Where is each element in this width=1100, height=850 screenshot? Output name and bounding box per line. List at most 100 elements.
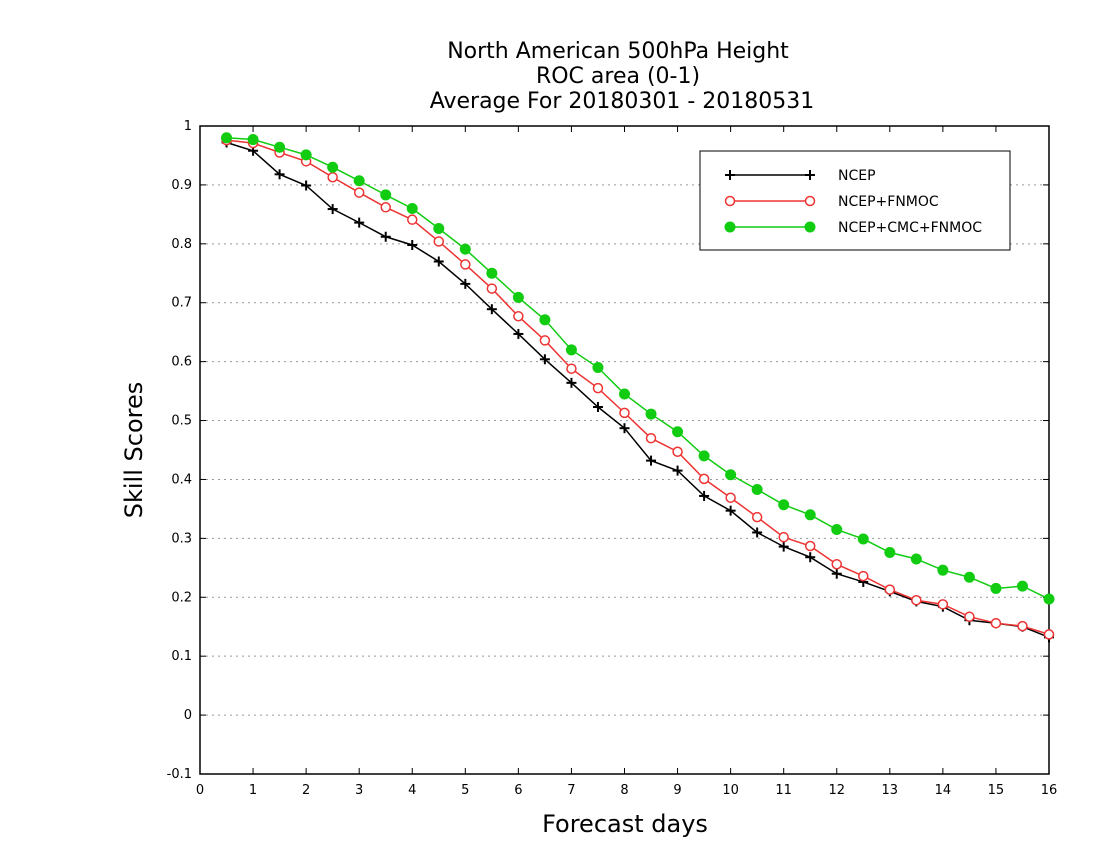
x-tick-label: 11 [775, 783, 792, 798]
x-tick-label: 16 [1041, 783, 1058, 798]
data-point [592, 382, 604, 394]
y-tick-label: 0.5 [171, 414, 192, 429]
y-tick-label: 0.1 [171, 649, 192, 664]
data-point [804, 221, 816, 233]
data-point [539, 335, 551, 346]
data-point [1017, 620, 1028, 632]
axis-ticks: -0.100.10.20.30.40.50.60.70.80.910 1 2 3 4 5 6… [167, 119, 1058, 798]
legend-label: NCEP [838, 168, 876, 184]
data-point [724, 195, 736, 207]
data-point [990, 617, 1002, 629]
y-tick-label: -0.1 [167, 767, 192, 782]
data-point [937, 564, 949, 576]
data-point [884, 584, 896, 595]
data-point [724, 221, 736, 233]
data-point [327, 172, 338, 183]
x-tick-label: 6 [514, 783, 522, 798]
data-point [1043, 629, 1055, 640]
data-point [353, 175, 365, 187]
data-point [327, 161, 339, 173]
x-tick-label: 4 [408, 783, 416, 798]
series-ncep [221, 137, 1054, 643]
data-point [354, 217, 365, 228]
gridlines [200, 184, 1049, 716]
data-point [380, 202, 391, 213]
title-line-2: ROC area (0-1) [536, 64, 700, 89]
data-point [512, 291, 524, 303]
data-point [565, 344, 577, 356]
y-tick-label: 0.7 [171, 296, 192, 311]
title-line-3: Average For 20180301 - 20180531 [430, 89, 815, 114]
data-point [884, 547, 896, 559]
x-axis-label: Forecast days [542, 810, 708, 838]
x-tick-label: 1 [249, 783, 257, 798]
y-tick-label: 0.6 [171, 355, 192, 370]
data-point [858, 570, 869, 582]
y-tick-label: 0 [184, 708, 192, 723]
data-point [486, 304, 497, 315]
data-point [698, 450, 710, 462]
chart-title: North American 500hPa Height ROC area (0… [430, 39, 815, 114]
data-point [486, 283, 498, 294]
y-tick-label: 1 [184, 119, 192, 134]
series-ncep-cmc-fnmoc [221, 132, 1055, 605]
data-point [619, 388, 630, 400]
data-point [645, 432, 657, 444]
data-point [459, 243, 471, 255]
data-point [380, 189, 392, 201]
title-line-1: North American 500hPa Height [447, 39, 789, 64]
data-point [751, 511, 763, 523]
legend-item: NCEP+FNMOC [724, 194, 939, 210]
data-point [937, 599, 949, 610]
y-tick-label: 0.4 [171, 472, 192, 487]
data-point [592, 401, 603, 412]
legend-item: NCEP+CMC+FNMOC [724, 220, 982, 236]
x-tick-label: 14 [935, 783, 952, 798]
x-tick-label: 2 [302, 783, 310, 798]
x-tick-label: 7 [567, 783, 575, 798]
data-point [725, 170, 735, 180]
legend-label: NCEP+FNMOC [838, 194, 939, 210]
data-point [725, 505, 736, 516]
data-point [778, 541, 789, 552]
data-point [963, 571, 975, 583]
data-point [672, 426, 684, 438]
data-point [406, 202, 418, 214]
x-tick-label: 0 [196, 783, 204, 798]
x-tick-label: 10 [722, 783, 739, 798]
data-point [1016, 580, 1028, 592]
x-tick-label: 9 [673, 783, 681, 798]
data-point [752, 527, 763, 538]
x-tick-label: 15 [988, 783, 1005, 798]
data-point [751, 483, 763, 495]
y-tick-label: 0.3 [171, 531, 192, 546]
data-point [566, 363, 577, 374]
y-axis-label: Skill Scores [120, 382, 148, 519]
data-point [221, 132, 233, 144]
data-point [911, 594, 922, 606]
series-ncep-fnmoc [221, 134, 1055, 640]
data-point [407, 214, 418, 225]
x-tick-label: 5 [461, 783, 469, 798]
data-point [804, 540, 816, 552]
legend: NCEP NCEP+FNMOC NCEP+CMC+FNMOC [699, 150, 1011, 251]
data-point [699, 490, 710, 501]
y-tick-label: 0.2 [171, 590, 192, 605]
data-point [619, 423, 630, 434]
data-point [964, 611, 975, 622]
x-tick-label: 8 [620, 783, 628, 798]
data-point [804, 195, 816, 207]
x-tick-label: 3 [355, 783, 363, 798]
data-point [778, 499, 790, 511]
data-point [805, 170, 815, 180]
data-point [804, 509, 816, 521]
data-point [460, 278, 471, 289]
data-point [725, 469, 737, 481]
data-point [857, 533, 869, 545]
x-tick-label: 12 [828, 783, 845, 798]
data-point [1043, 593, 1055, 605]
data-point [513, 311, 524, 322]
data-point [592, 362, 604, 374]
data-point [407, 239, 418, 250]
